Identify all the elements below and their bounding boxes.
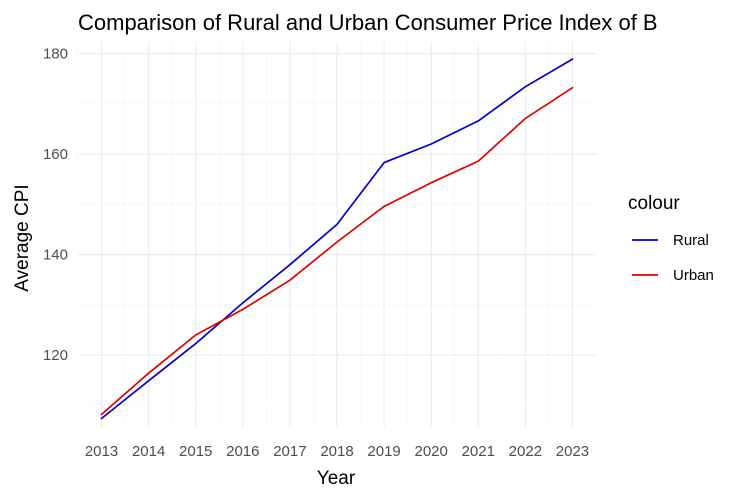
legend-title: colour [628,193,680,214]
x-tick-label: 2016 [226,443,259,460]
y-tick-label: 160 [43,146,68,163]
x-tick-label: 2017 [273,443,306,460]
x-tick-label: 2020 [414,443,447,460]
chart-title: Comparison of Rural and Urban Consumer P… [78,10,658,35]
x-axis-ticks: 2013 2014 2015 2016 2017 2018 2019 2020 2021 2022… [85,443,589,460]
plot-grid [78,42,596,428]
x-axis-title: Year [317,468,356,489]
x-tick-label: 2013 [85,443,118,460]
series-lines [100,58,574,420]
x-tick-label: 2022 [509,443,542,460]
y-tick-label: 180 [43,46,68,63]
series-line-urban [100,86,574,416]
x-tick-label: 2019 [367,443,400,460]
x-tick-label: 2018 [320,443,353,460]
legend-label-urban: Urban [673,267,714,284]
y-axis-title: Average CPI [12,184,33,291]
x-tick-label: 2015 [179,443,212,460]
y-tick-label: 120 [43,347,68,364]
legend-label-rural: Rural [673,232,709,249]
x-tick-label: 2014 [132,443,165,460]
legend: colour Rural Urban [628,193,714,284]
x-tick-label: 2023 [556,443,589,460]
x-tick-label: 2021 [462,443,495,460]
series-line-rural [100,58,574,420]
y-tick-label: 140 [43,247,68,264]
y-axis-ticks: 120 140 160 180 [43,46,68,365]
